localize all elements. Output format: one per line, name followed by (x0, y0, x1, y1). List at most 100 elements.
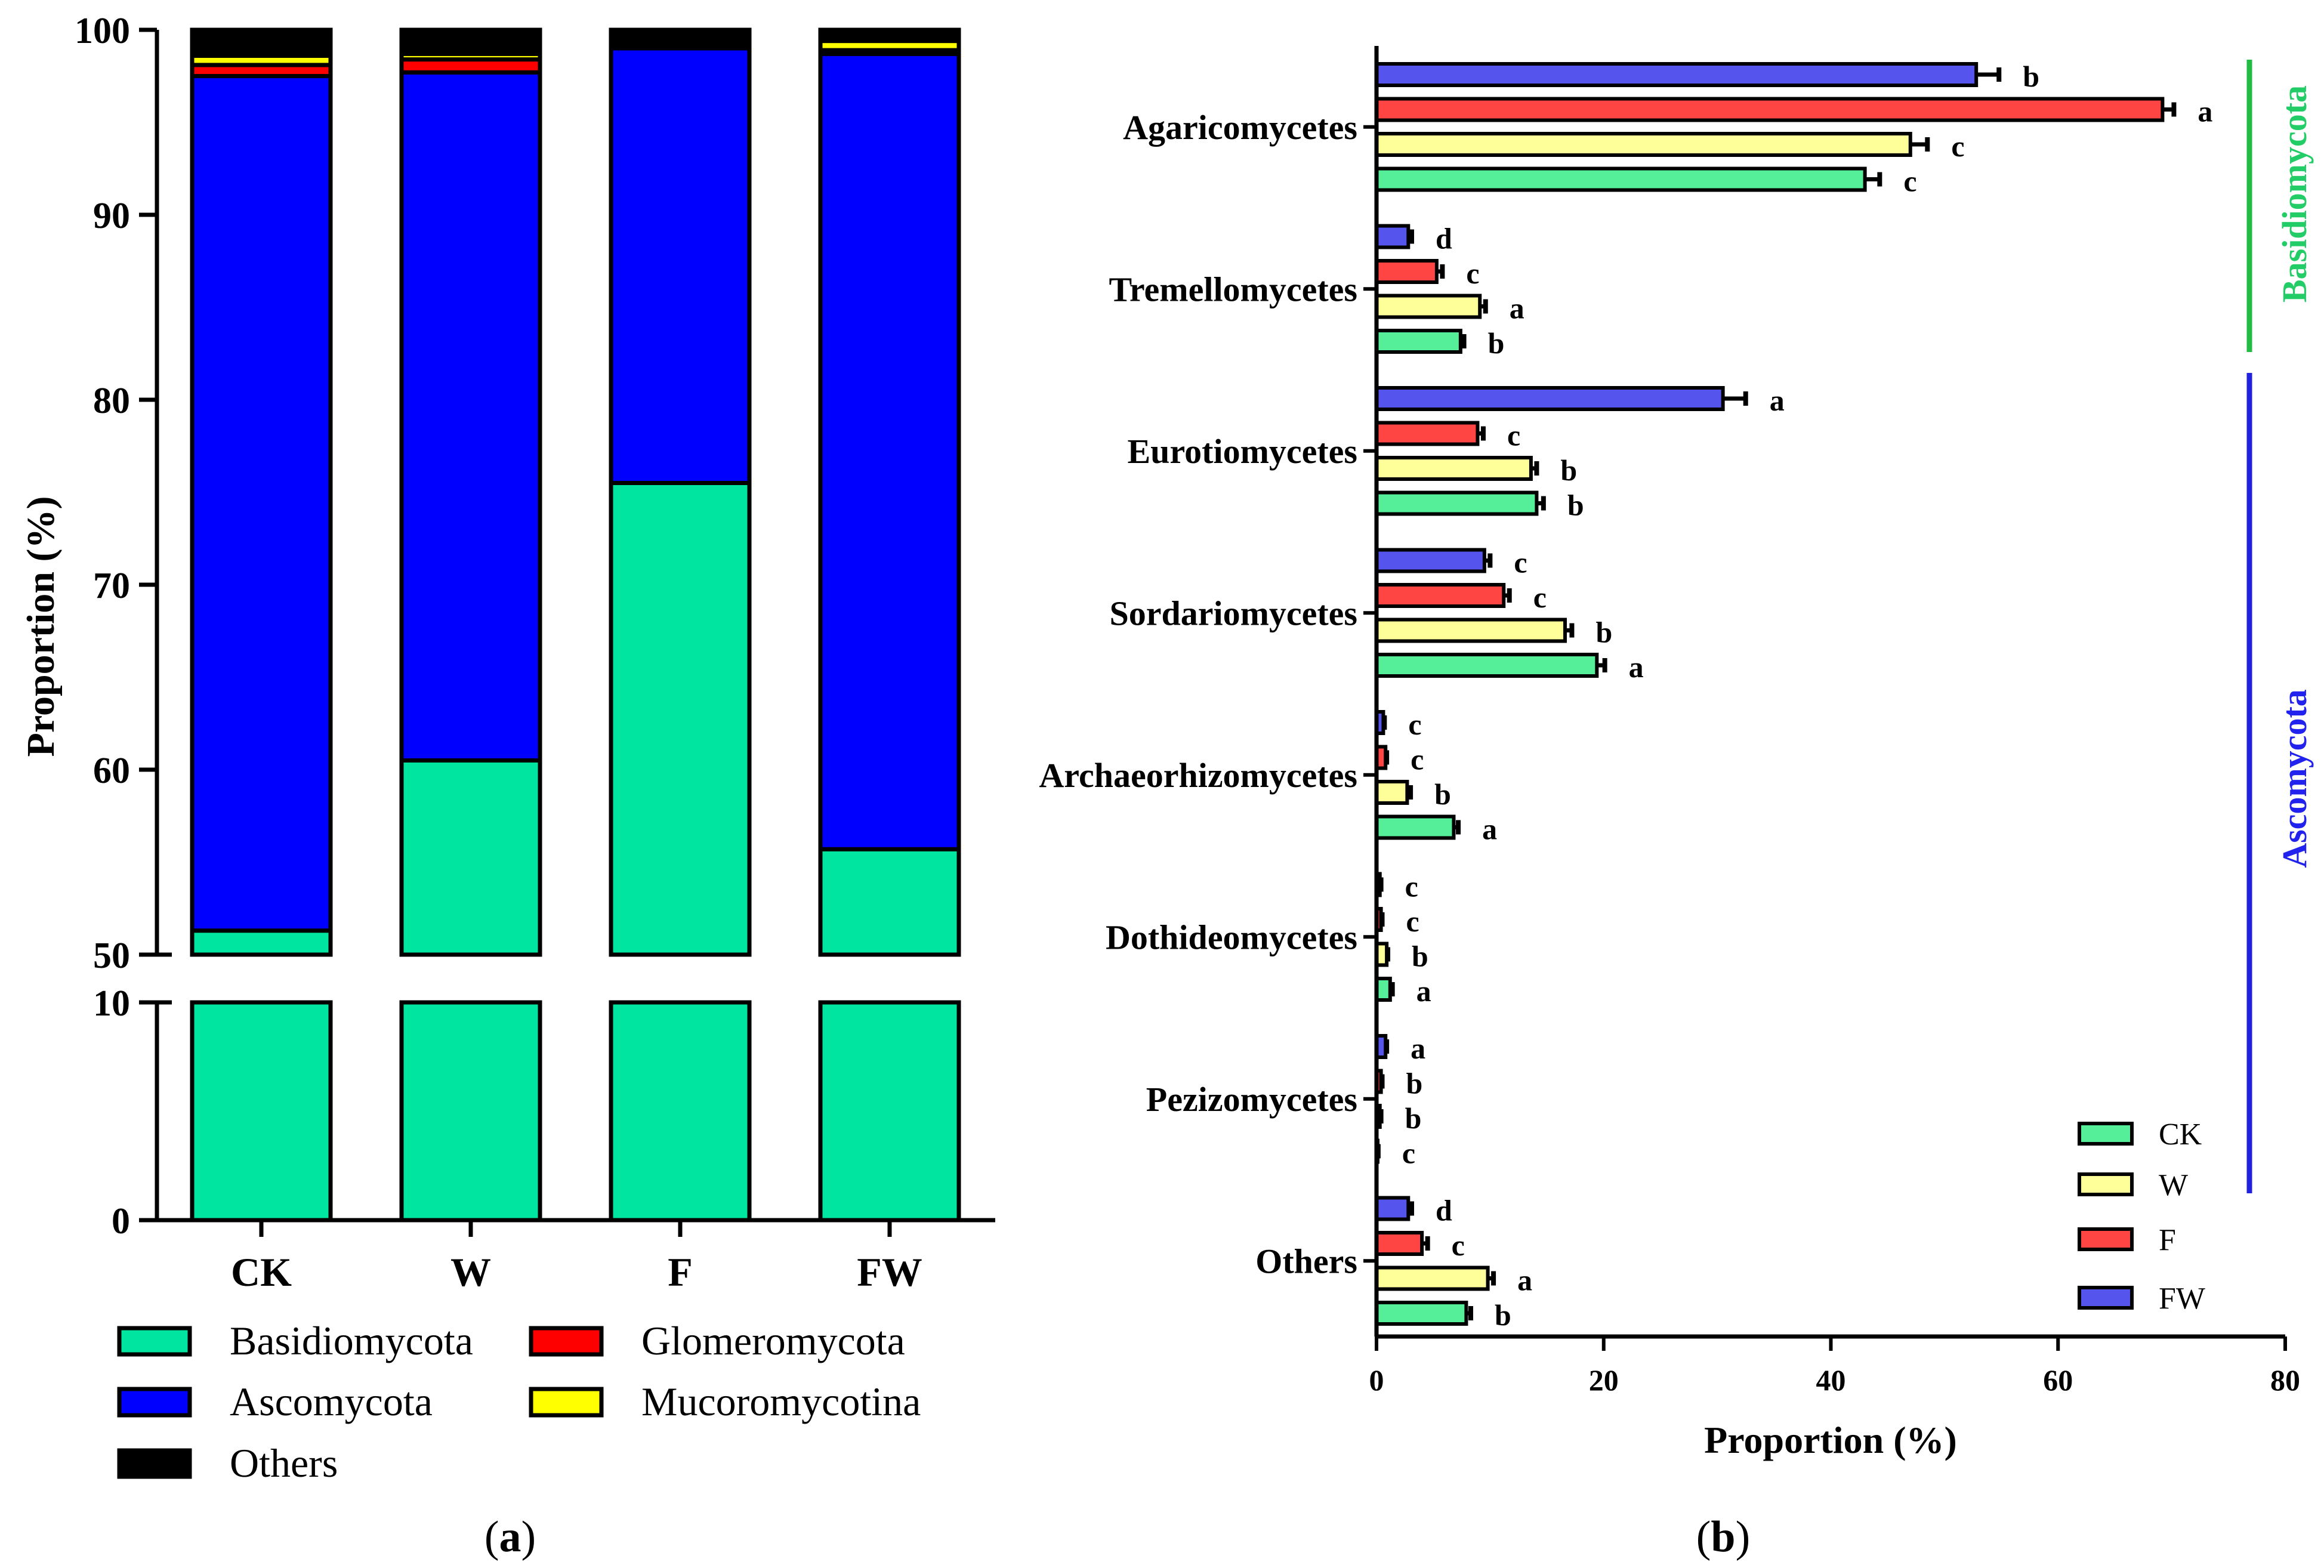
x-tick-label-40: 40 (1816, 1363, 1846, 1397)
x-tick-label-w: W (450, 1249, 491, 1295)
bar-pezizomycetes-fw-letter: a (1411, 1032, 1425, 1065)
x-tick-label-80: 80 (2270, 1363, 2300, 1397)
bar-others-w (1375, 1265, 1490, 1291)
bar-f-others-upper (609, 27, 752, 44)
bar-pezizomycetes-f-letter: b (1406, 1067, 1423, 1100)
legend-label-basidiomycota: Basidiomycota (230, 1318, 473, 1363)
bar-eurotiomycetes-w (1375, 456, 1533, 481)
legend-swatch-fw (2078, 1286, 2134, 1310)
bar-archaeorhizomycetes-f-letter: c (1411, 743, 1424, 776)
bar-sordariomycetes-f-letter: c (1533, 581, 1547, 614)
legend-swatch-basidiomycota (117, 1326, 192, 1357)
legend-swatch-others (117, 1448, 192, 1479)
category-label-others: Others (1255, 1242, 1357, 1280)
panel-captions: (a) (b) (484, 1513, 1750, 1561)
legend-swatch-ck (2078, 1122, 2134, 1146)
panel-label-b-caption: (b) (1696, 1513, 1750, 1561)
bar-tremellomycetes-f (1375, 259, 1439, 284)
bar-dothideomycetes-w-letter: b (1412, 940, 1428, 973)
bar-fw-basidiomycota-upper (818, 847, 961, 957)
bar-sordariomycetes-ck-letter: a (1629, 650, 1644, 684)
x-tick-label-fw: FW (857, 1249, 922, 1295)
panel-a-legend: Basidiomycota Glomeromycota Ascomycota Muco… (117, 1318, 921, 1486)
category-label-sordariomycetes: Sordariomycetes (1109, 594, 1357, 632)
y-tick-label-100: 100 (75, 11, 130, 51)
x-tick-label-f: F (668, 1249, 693, 1295)
category-label-agaricomycetes: Agaricomycetes (1123, 108, 1357, 147)
legend-swatch-glomeromycota (529, 1326, 604, 1357)
bar-eurotiomycetes-f (1375, 421, 1480, 446)
bar-tremellomycetes-w (1375, 294, 1482, 319)
y-tick-label-50: 50 (93, 936, 130, 976)
phylum-brackets: Basidiomycota Ascomycota (2246, 60, 2314, 1193)
category-label-eurotiomycetes: Eurotiomycetes (1128, 432, 1358, 471)
bar-fw-others-upper (818, 27, 961, 44)
legend-label-others: Others (230, 1440, 338, 1486)
bar-archaeorhizomycetes-w-letter: b (1434, 777, 1451, 811)
bar-pezizomycetes-w-letter: b (1405, 1101, 1422, 1135)
bar-sordariomycetes-ck (1375, 653, 1599, 678)
y-tick-label-0: 0 (112, 1201, 130, 1242)
category-label-dothideomycetes: Dothideomycetes (1106, 918, 1357, 956)
bar-archaeorhizomycetes-w (1375, 780, 1409, 805)
bar-ck-basidiomycota-upper (190, 928, 333, 957)
bar-f-basidiomycota-upper (609, 481, 752, 957)
bar-agaricomycetes-f-letter: a (2198, 95, 2212, 128)
category-label-pezizomycetes: Pezizomycetes (1146, 1080, 1357, 1119)
bar-others-ck-letter: b (1495, 1298, 1511, 1332)
legend-label-ascomycota: Ascomycota (230, 1379, 433, 1424)
x-tick-label-60: 60 (2043, 1363, 2073, 1397)
bar-dothideomycetes-ck-letter: a (1416, 974, 1431, 1008)
bar-agaricomycetes-ck (1375, 166, 1867, 192)
bar-archaeorhizomycetes-ck (1375, 814, 1456, 840)
bar-archaeorhizomycetes-fw-letter: c (1408, 708, 1421, 741)
bar-others-f-letter: c (1452, 1229, 1465, 1262)
legend-label-ck: CK (2159, 1118, 2202, 1152)
bar-tremellomycetes-fw-letter: d (1436, 222, 1452, 255)
bar-eurotiomycetes-ck-letter: b (1567, 489, 1584, 522)
y-axis-label: Proportion (%) (19, 496, 63, 757)
x-tick-label-20: 20 (1589, 1363, 1619, 1397)
y-tick-label-60: 60 (93, 751, 130, 791)
bar-others-w-letter: a (1517, 1264, 1532, 1297)
bar-agaricomycetes-fw (1375, 62, 1979, 87)
bar-sordariomycetes-fw (1375, 548, 1486, 573)
bar-ck-basidiomycota-lower (190, 1000, 333, 1223)
bar-w-others-upper (399, 27, 542, 56)
legend-label-w: W (2159, 1168, 2188, 1202)
bar-sordariomycetes-f (1375, 583, 1506, 608)
bar-others-fw-letter: d (1436, 1194, 1452, 1227)
y-tick-label-70: 70 (93, 566, 130, 606)
legend-swatch-f (2078, 1227, 2134, 1251)
y-tick-label-90: 90 (93, 196, 130, 236)
bar-f-basidiomycota-lower (609, 1000, 752, 1223)
bar-fw-ascomycota-upper (818, 51, 961, 851)
bar-agaricomycetes-fw-letter: b (2023, 60, 2039, 93)
legend-swatch-ascomycota (117, 1387, 192, 1418)
bar-others-ck (1375, 1301, 1468, 1326)
bar-eurotiomycetes-fw-letter: a (1770, 384, 1785, 417)
bar-tremellomycetes-ck-letter: b (1488, 326, 1505, 360)
bar-tremellomycetes-fw (1375, 224, 1411, 249)
bar-agaricomycetes-f (1375, 97, 2165, 122)
basidiomycota-label: Basidiomycota (2275, 85, 2314, 303)
x-tick-label-ck: CK (231, 1249, 292, 1295)
bar-tremellomycetes-ck (1375, 329, 1462, 354)
bar-dothideomycetes-fw-letter: c (1405, 870, 1418, 903)
bar-tremellomycetes-w-letter: a (1510, 292, 1524, 325)
x-tick-label-0: 0 (1369, 1363, 1384, 1397)
bar-agaricomycetes-w (1375, 132, 1912, 157)
bar-tremellomycetes-f-letter: c (1466, 257, 1479, 290)
bar-w-basidiomycota-upper (399, 758, 542, 957)
bar-eurotiomycetes-w-letter: b (1560, 453, 1577, 487)
category-label-archaeorhizomycetes: Archaeorhizomycetes (1039, 756, 1357, 795)
bar-pezizomycetes-ck-letter: c (1402, 1137, 1415, 1170)
panel-label-a: a (499, 1513, 521, 1561)
bar-others-fw (1375, 1196, 1411, 1221)
bar-sordariomycetes-fw-letter: c (1514, 546, 1527, 579)
bar-eurotiomycetes-fw (1375, 386, 1725, 411)
legend-swatch-w (2078, 1172, 2134, 1196)
bar-fw-basidiomycota-lower (818, 1000, 961, 1223)
x-axis-label: Proportion (%) (1704, 1419, 1957, 1461)
